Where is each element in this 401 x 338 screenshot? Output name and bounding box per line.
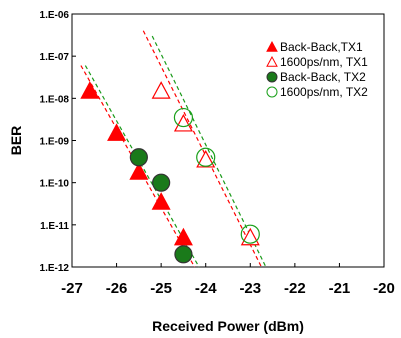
axes: 1.E-06 1.E-07 1.E-08 1.E-09 1.E-10 1.E-11 1.E-… xyxy=(40,10,395,297)
series-2-point xyxy=(196,149,216,168)
series-2-point xyxy=(173,113,193,132)
y-tick-label: 1.E-06 xyxy=(40,10,70,21)
legend-marker xyxy=(266,86,278,98)
legend-marker xyxy=(266,40,278,52)
legend-label: Back-Back,TX1 xyxy=(280,40,363,54)
legend-marker xyxy=(266,71,278,83)
x-tick-label: -21 xyxy=(329,280,351,297)
fit-line-3 xyxy=(142,30,262,268)
series-4-point xyxy=(196,147,216,167)
fit-line-4 xyxy=(151,35,267,268)
legend-label: 1600ps/nm, TX1 xyxy=(280,55,368,69)
series-1-point xyxy=(80,81,100,99)
legend-item: Back-Back, TX2 xyxy=(266,70,366,84)
series-2-point xyxy=(240,227,260,246)
x-tick-label: -26 xyxy=(106,280,128,297)
x-tick-label: -20 xyxy=(373,280,395,297)
data-markers xyxy=(80,81,260,264)
x-tick-label: -25 xyxy=(150,280,172,297)
y-tick-label: 1.E-11 xyxy=(40,221,69,232)
series-1-point xyxy=(129,162,149,180)
fit-line-2 xyxy=(84,65,200,268)
x-tick-label: -27 xyxy=(61,280,83,297)
x-tick-label: -23 xyxy=(239,280,261,297)
series-1-point xyxy=(107,123,127,141)
series-1-point xyxy=(173,227,193,246)
series-4-point xyxy=(240,224,260,244)
x-tick-label: -24 xyxy=(195,280,217,297)
y-tick-label: 1.E-08 xyxy=(40,94,70,105)
y-tick-label: 1.E-07 xyxy=(40,52,70,63)
legend-label: 1600ps/nm, TX2 xyxy=(280,85,368,99)
series-1-point xyxy=(151,192,171,210)
x-axis-label: Received Power (dBm) xyxy=(152,318,304,334)
legend-marker xyxy=(266,55,278,67)
series-3-point xyxy=(174,245,193,264)
x-tick-label: -22 xyxy=(284,280,306,297)
legend-label: Back-Back, TX2 xyxy=(280,70,366,84)
series-2-point xyxy=(151,81,171,99)
y-tick-label: 1.E-09 xyxy=(40,137,70,148)
legend-item: 1600ps/nm, TX1 xyxy=(266,55,368,69)
series-3-point xyxy=(129,148,148,167)
y-tick-label: 1.E-10 xyxy=(40,179,70,190)
y-tick-label: 1.E-12 xyxy=(40,263,70,274)
legend-item: 1600ps/nm, TX2 xyxy=(266,85,368,99)
legend-item: Back-Back,TX1 xyxy=(266,40,363,54)
y-axis-label: BER xyxy=(8,126,24,156)
series-4-point xyxy=(173,107,194,128)
series-3-point xyxy=(152,173,171,192)
